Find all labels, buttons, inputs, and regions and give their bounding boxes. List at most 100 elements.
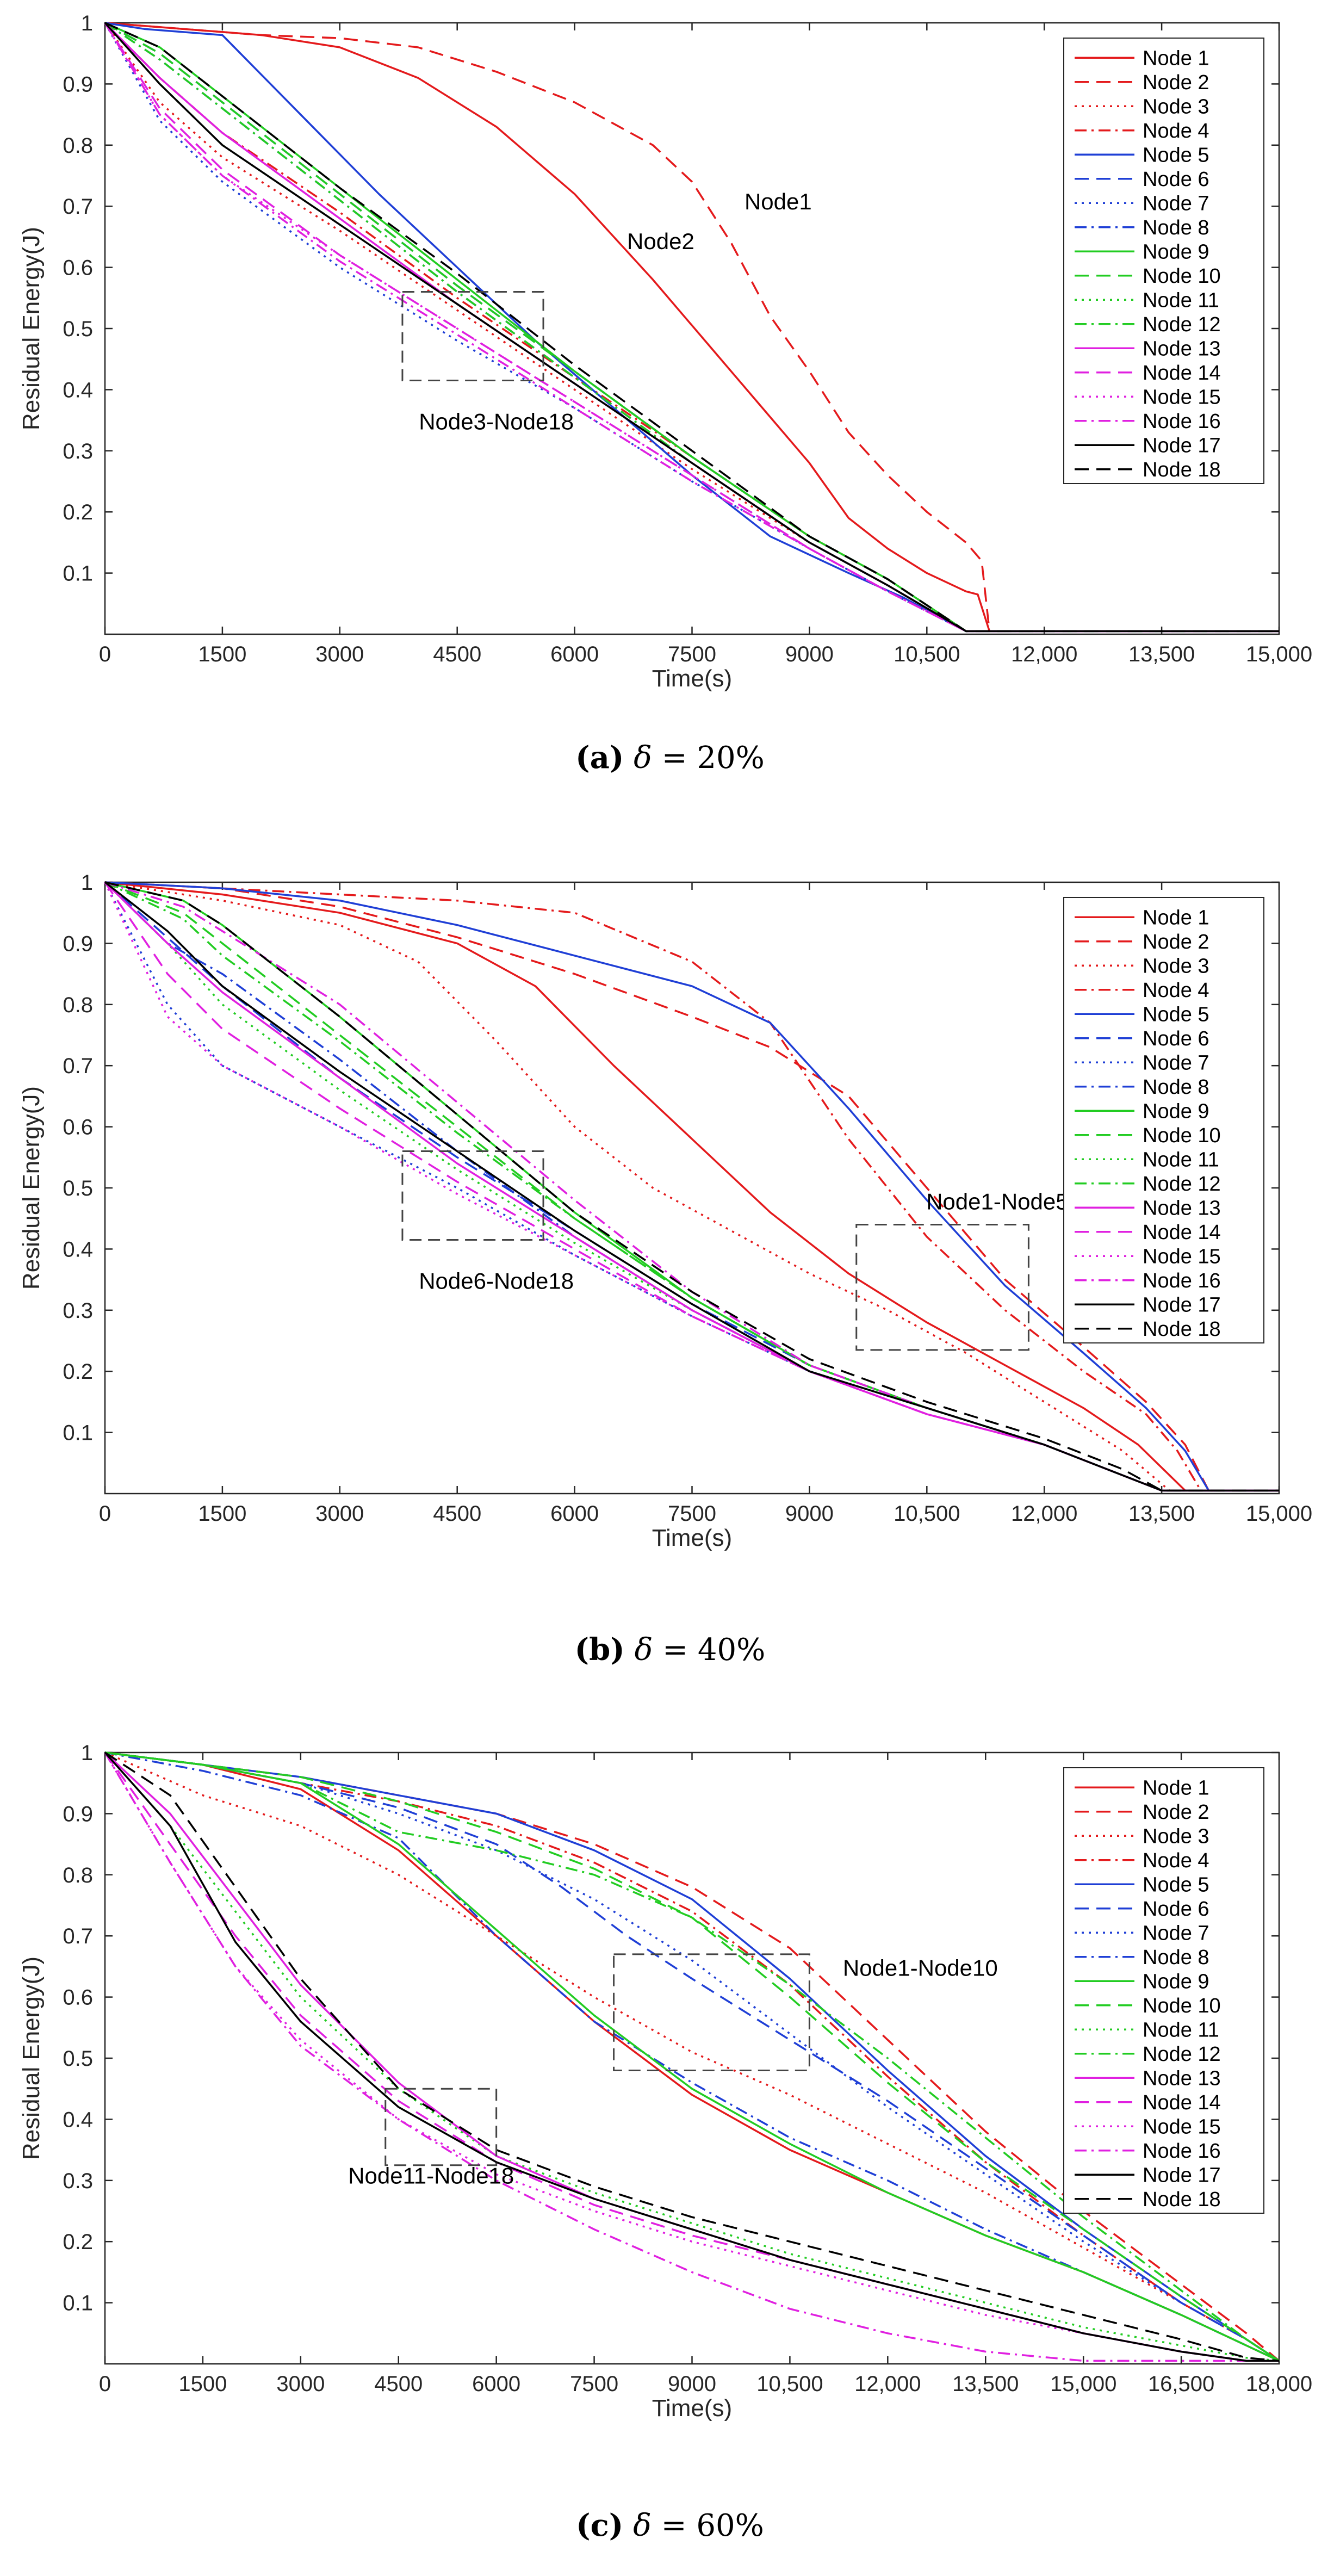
x-tick-label: 4500 xyxy=(374,2372,423,2396)
x-tick-label: 4500 xyxy=(433,1502,481,1526)
x-tick-label: 13,500 xyxy=(952,2372,1019,2396)
legend-entry: Node 6 xyxy=(1143,1898,1209,1921)
annotation-label: Node3-Node18 xyxy=(419,408,574,434)
annotation-label: Node2 xyxy=(627,228,694,254)
legend-entry: Node 17 xyxy=(1143,434,1221,457)
legend-entry: Node 3 xyxy=(1143,95,1209,118)
series-line-node-10 xyxy=(104,22,1279,633)
legend-entry: Node 6 xyxy=(1143,1027,1209,1050)
highlight-box xyxy=(384,2088,498,2166)
x-tick-label: 3000 xyxy=(315,642,364,666)
legend-entry: Node 15 xyxy=(1143,386,1221,408)
legend-entry: Node 5 xyxy=(1143,144,1209,166)
series-line-node-3 xyxy=(104,1751,1280,2362)
legend-box xyxy=(1063,897,1264,1343)
legend-entry: Node 16 xyxy=(1143,1270,1221,1292)
legend-entry: Node 6 xyxy=(1143,168,1209,191)
legend-entry: Node 12 xyxy=(1143,1173,1221,1196)
x-tick-label: 13,500 xyxy=(1128,1502,1195,1526)
x-tick-label: 7500 xyxy=(570,2372,618,2396)
highlight-box xyxy=(401,1150,544,1241)
y-tick-label: 0.4 xyxy=(63,378,93,402)
series-line-node-2 xyxy=(104,1751,1280,2362)
legend-entry: Node 10 xyxy=(1143,1124,1221,1147)
line-chart-a: 0 1500 3000 4500 6000 7500 9000 10,500 12,000 13,… xyxy=(18,11,1312,692)
legend-entry: Node 15 xyxy=(1143,2115,1221,2138)
legend-entry: Node 11 xyxy=(1143,2018,1219,2041)
legend-entry: Node 9 xyxy=(1143,1100,1209,1123)
legend-entry: Node 1 xyxy=(1143,1776,1209,1799)
series-line-node-6 xyxy=(104,881,1279,1492)
legend-entry: Node 11 xyxy=(1143,1148,1219,1171)
legend-entry: Node 10 xyxy=(1143,1995,1221,2017)
x-tick-label: 10,500 xyxy=(894,1502,960,1526)
x-tick-label: 9000 xyxy=(668,2372,716,2396)
legend-entry: Node 13 xyxy=(1143,337,1221,360)
x-axis-label: Time(s) xyxy=(652,665,732,692)
annotation-label: Node6-Node18 xyxy=(419,1268,574,1293)
annotation-label: Node11-Node18 xyxy=(348,2163,514,2188)
series-line-node-16 xyxy=(104,1752,1279,2362)
series-line-node-17 xyxy=(104,22,1279,633)
y-tick-label: 0.1 xyxy=(63,562,93,586)
y-tick-label: 0.3 xyxy=(63,2169,93,2193)
annotation-label: Node1-Node10 xyxy=(843,1955,998,1980)
x-tick-label: 18,000 xyxy=(1246,2372,1312,2396)
legend-entry: Node 14 xyxy=(1143,362,1221,385)
line-chart-b: 0 1500 3000 4500 6000 7500 9000 10,500 12,000 13,… xyxy=(18,871,1312,1551)
x-tick-label: 12,000 xyxy=(854,2372,921,2396)
legend-box xyxy=(1063,1767,1264,2214)
legend-entry: Node 15 xyxy=(1143,1245,1221,1268)
series-line-node-16 xyxy=(104,22,1279,633)
caption-b-value: = 40% xyxy=(662,1632,766,1668)
x-axis-label: Time(s) xyxy=(652,1525,732,1551)
y-tick-label: 0.7 xyxy=(63,1924,93,1948)
series-line-node-17 xyxy=(104,1751,1279,2362)
caption-b-symbol: δ xyxy=(634,1632,653,1668)
series-line-node-10 xyxy=(104,1751,1280,2362)
caption-a-symbol: δ xyxy=(634,740,652,776)
y-tick-label: 0.5 xyxy=(63,317,93,341)
x-tick-label: 16,500 xyxy=(1148,2372,1214,2396)
y-tick-label: 1 xyxy=(81,871,93,895)
series-line-node-1 xyxy=(104,881,1279,1492)
x-tick-label: 10,500 xyxy=(756,2372,823,2396)
y-tick-label: 0.7 xyxy=(63,1054,93,1078)
series-line-node-12 xyxy=(104,881,1279,1492)
legend-entry: Node 3 xyxy=(1143,1825,1209,1848)
x-tick-label: 13,500 xyxy=(1128,642,1195,666)
series-line-node-2 xyxy=(104,881,1279,1492)
legend-entry: Node 2 xyxy=(1143,71,1209,94)
y-tick-label: 0.4 xyxy=(63,1237,93,1261)
series-line-node-18 xyxy=(104,881,1279,1492)
series-line-node-7 xyxy=(104,22,1279,633)
series-line-node-4 xyxy=(104,881,1279,1492)
legend-entry: Node 7 xyxy=(1143,192,1209,215)
legend-entry: Node 10 xyxy=(1143,265,1221,288)
x-tick-label: 4500 xyxy=(433,642,481,666)
legend-box xyxy=(1063,38,1264,484)
x-tick-label: 0 xyxy=(99,1502,111,1526)
legend-entry: Node 16 xyxy=(1143,410,1221,433)
x-tick-label: 10,500 xyxy=(894,642,960,666)
y-axis-label: Residual Energy(J) xyxy=(18,227,45,430)
legend-entry: Node 12 xyxy=(1143,313,1221,336)
legend-entry: Node 16 xyxy=(1143,2140,1221,2163)
x-axis-label: Time(s) xyxy=(652,2395,732,2422)
series-line-node-7 xyxy=(104,882,1279,1492)
series-line-node-15 xyxy=(104,1752,1279,2362)
y-axis-label: Residual Energy(J) xyxy=(18,1086,45,1290)
caption-c-value: = 60% xyxy=(661,2508,764,2543)
legend-entry: Node 18 xyxy=(1143,1318,1221,1341)
series-line-node-18 xyxy=(104,1751,1280,2362)
series-line-node-18 xyxy=(104,22,1279,633)
y-tick-label: 0.8 xyxy=(63,993,93,1017)
y-axis-label: Residual Energy(J) xyxy=(18,1956,45,2160)
x-tick-label: 1500 xyxy=(178,2372,227,2396)
y-tick-label: 0.8 xyxy=(63,1863,93,1887)
x-tick-label: 15,000 xyxy=(1246,1502,1312,1526)
legend-entry: Node 1 xyxy=(1143,47,1209,70)
series-line-node-5 xyxy=(104,881,1279,1492)
legend-entry: Node 3 xyxy=(1143,955,1209,977)
series-line-node-9 xyxy=(104,1751,1280,2362)
